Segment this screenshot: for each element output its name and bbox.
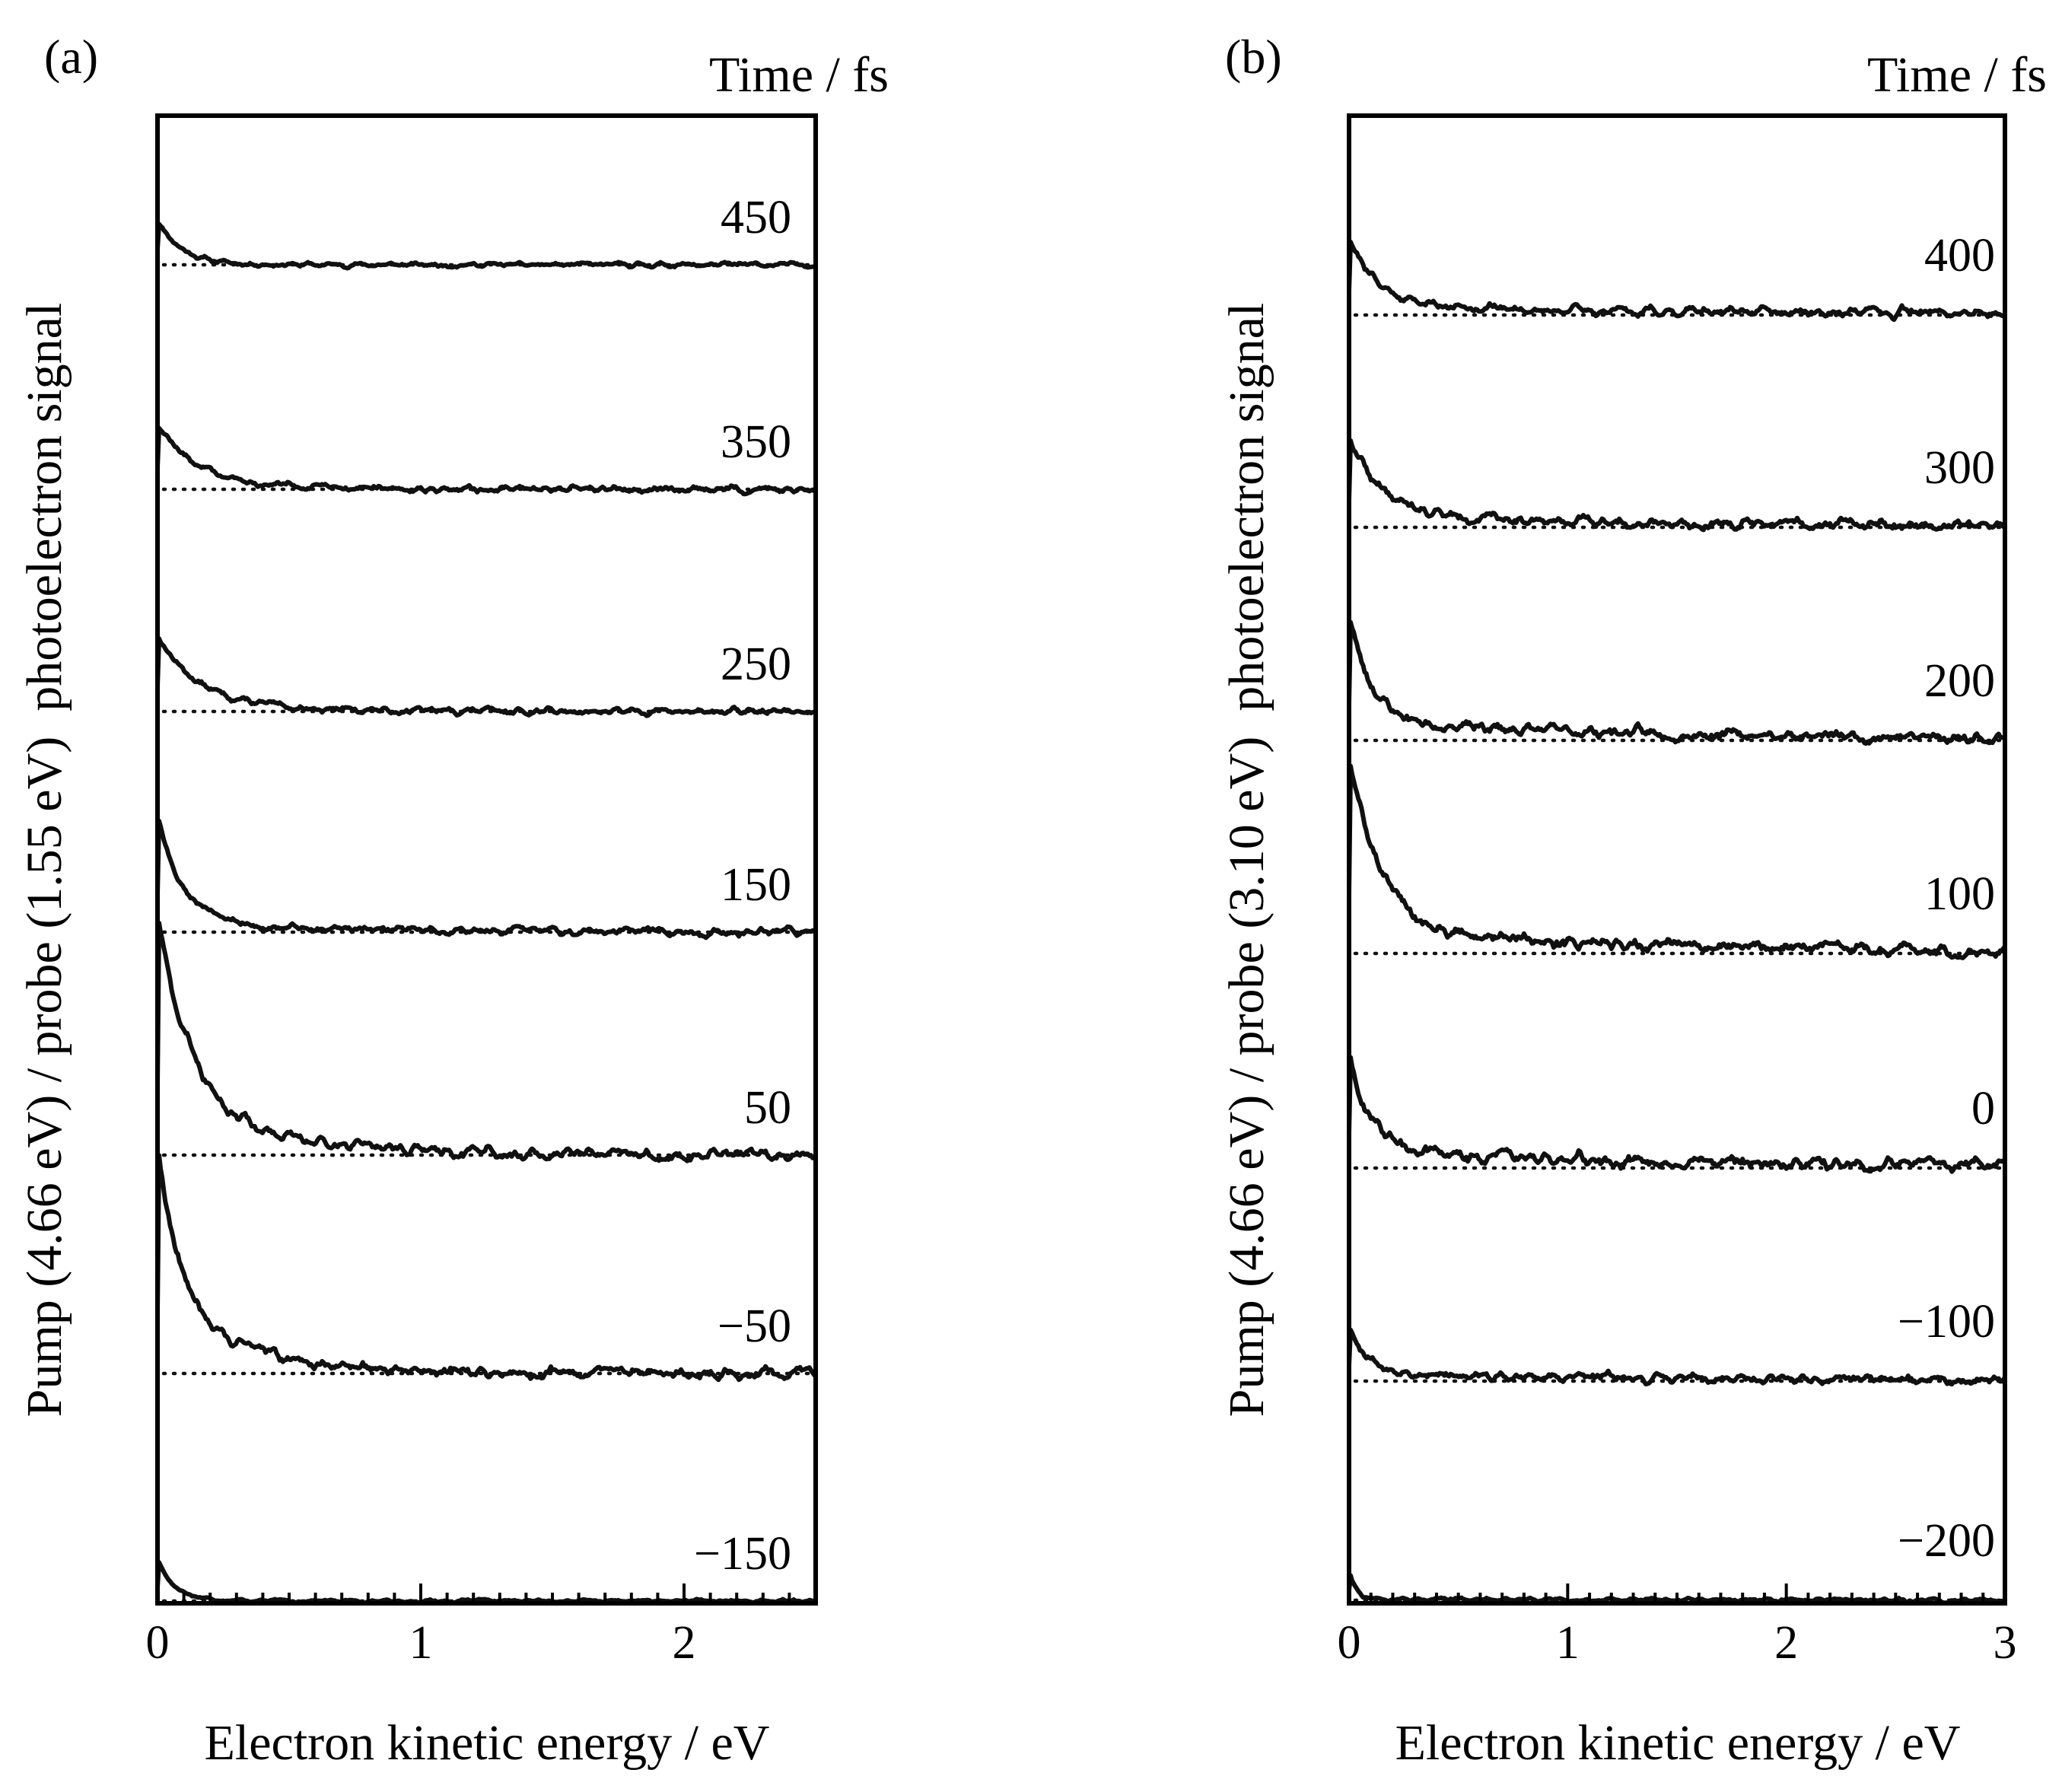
panel-b-time-header: Time / fs [1867,47,2047,103]
series-line-250 [155,636,818,718]
panel-b-x-axis-title: Electron kinetic energy / eV [1395,1715,1961,1771]
panel-b-y-axis-title: Pump (4.66 eV) / probe (3.10 eV) photoel… [1219,303,1274,1418]
x-tick-label: 2 [1774,1617,1798,1669]
series-label-200: 200 [1924,655,1995,707]
x-tick-label: 0 [1338,1617,1361,1669]
panel-b-x-axis: 0 1 2 3 [1338,1584,2017,1669]
series-label-150: 150 [721,859,791,911]
series-label-450: 450 [721,192,791,243]
series-label-−150: −150 [694,1528,791,1580]
x-tick-label: 1 [1556,1617,1580,1669]
panel-b: (b) Time / fs 400 300 200 100 0 −100 −200 0 1 2 3… [1219,30,2047,1771]
series-line-150 [155,819,818,941]
x-tick-label: 2 [673,1617,696,1669]
series-line-50 [155,921,818,1163]
panel-b-label: (b) [1225,30,1282,84]
series-label-0: 0 [1971,1083,1995,1135]
panel-a-x-axis-title: Electron kinetic energy / eV [205,1715,770,1771]
panel-a-x-axis: 0 1 2 [146,1584,817,1669]
series-line-350 [155,425,818,497]
series-line-200 [1347,620,2007,746]
series-line-400 [1347,240,2007,323]
series-line-450 [155,221,818,271]
series-label-400: 400 [1924,230,1995,282]
panel-a-time-header: Time / fs [709,47,889,103]
series-label-350: 350 [721,416,791,468]
series-line-−100 [1347,1327,2007,1387]
series-line-0 [1347,1055,2007,1174]
panel-b-plot-area: 400 300 200 100 0 −100 −200 [1347,230,2007,1606]
x-tick-label: 0 [146,1617,170,1669]
x-tick-label: 3 [1994,1617,2017,1669]
series-label-−200: −200 [1898,1515,1995,1567]
series-label-300: 300 [1924,442,1995,494]
series-line-300 [1347,438,2007,533]
panel-a-frame [155,113,818,1606]
series-line-100 [1347,763,2007,960]
series-line-−50 [155,1153,818,1383]
panel-a-label: (a) [44,30,98,84]
series-label-100: 100 [1924,868,1995,920]
panel-a-y-axis-title: Pump (4.66 eV) / probe (1.55 eV) photoel… [17,303,72,1418]
series-label-250: 250 [721,638,791,690]
x-tick-label: 1 [409,1617,433,1669]
series-label-−100: −100 [1898,1296,1995,1348]
series-label-50: 50 [744,1082,791,1134]
panel-a-plot-area: 450 350 250 150 50 −50 −150 [155,192,818,1606]
series-label-−50: −50 [718,1300,791,1352]
